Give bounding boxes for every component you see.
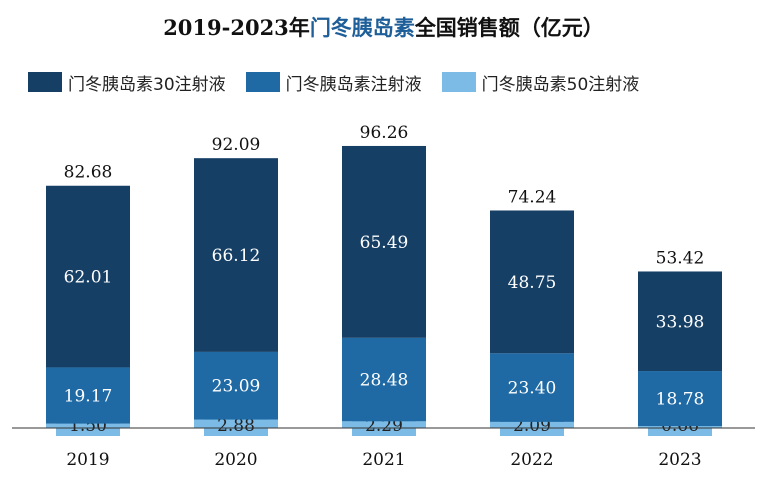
total-label-2022: 74.24 <box>508 187 557 207</box>
x-tick-label-2022: 2022 <box>510 450 553 470</box>
chart-title: 2019-2023年门冬胰岛素全国销售额（亿元） <box>0 12 767 42</box>
legend-label-main: 门冬胰岛素注射液 <box>285 74 422 95</box>
value-label-2019-2: 62.01 <box>64 268 113 288</box>
value-label-2020-0: 2.88 <box>217 416 255 436</box>
value-label-2021-1: 28.48 <box>360 371 409 391</box>
legend-swatch-30 <box>28 72 62 92</box>
total-label-2021: 96.26 <box>360 123 409 143</box>
value-label-2023-2: 33.98 <box>656 312 705 332</box>
bar-segment-2022-1 <box>490 353 574 422</box>
legend: 门冬胰岛素30注射液 门冬胰岛素注射液 门冬胰岛素50注射液 <box>28 68 659 96</box>
total-label-2020: 92.09 <box>212 135 261 155</box>
title-suffix: 全国销售额（亿元） <box>414 15 604 40</box>
x-tick-label-2023: 2023 <box>658 450 701 470</box>
bar-segment-2020-1 <box>194 351 278 420</box>
bar-segment-2021-2 <box>342 145 426 338</box>
x-tick-label-2019: 2019 <box>66 450 109 470</box>
bar-segment-2019-1 <box>46 367 130 424</box>
legend-label-30: 门冬胰岛素30注射液 <box>68 74 226 95</box>
x-tick-label-2020: 2020 <box>214 450 257 470</box>
title-highlight: 门冬胰岛素 <box>309 15 415 40</box>
value-label-2020-1: 23.09 <box>212 377 261 397</box>
value-label-2022-2: 48.75 <box>508 273 557 293</box>
x-tick-label-2021: 2021 <box>362 450 405 470</box>
value-label-2021-2: 65.49 <box>360 233 409 253</box>
bar-segment-2021-1 <box>342 337 426 422</box>
bar-segment-2022-2 <box>490 210 574 354</box>
legend-item-30: 门冬胰岛素30注射液 <box>28 70 226 95</box>
value-label-2019-1: 19.17 <box>64 387 113 407</box>
bar-segment-2019-2 <box>46 185 130 368</box>
value-label-2022-1: 23.40 <box>508 379 557 399</box>
legend-item-main: 门冬胰岛素注射液 <box>245 70 422 95</box>
legend-swatch-main <box>245 72 280 92</box>
value-label-2020-2: 66.12 <box>212 246 261 266</box>
bar-segment-2023-1 <box>638 371 722 427</box>
title-prefix: 2019-2023年 <box>163 15 310 40</box>
value-label-2023-1: 18.78 <box>656 390 705 410</box>
bar-segment-2023-2 <box>638 271 722 372</box>
total-label-2019: 82.68 <box>64 163 113 183</box>
legend-swatch-50 <box>441 72 476 92</box>
legend-item-50: 门冬胰岛素50注射液 <box>441 70 640 95</box>
total-label-2023: 53.42 <box>656 248 705 268</box>
bar-segment-2020-2 <box>194 158 278 352</box>
legend-label-50: 门冬胰岛素50注射液 <box>481 74 640 95</box>
